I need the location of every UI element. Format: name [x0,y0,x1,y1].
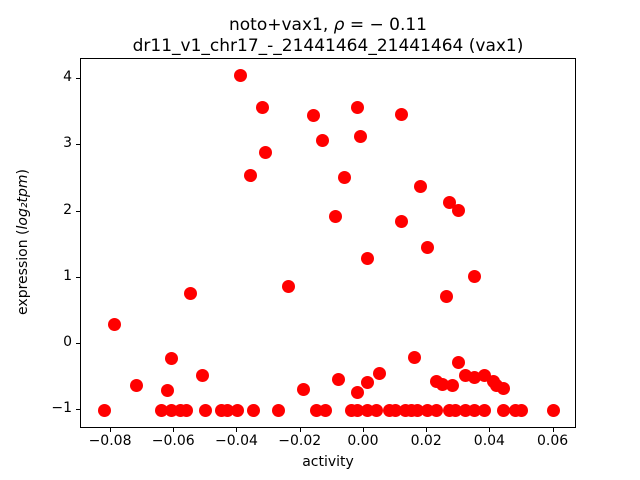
scatter-point [354,130,368,144]
scatter-point [98,403,112,417]
chart-title-line1: noto+vax1, ρ = − 0.11 [80,15,576,36]
scatter-point [259,145,273,159]
scatter-point [306,109,320,123]
x-tick-mark [489,427,491,432]
x-axis-label: activity [302,454,354,470]
x-tick-label: −0.06 [151,433,195,449]
scatter-point [338,170,352,184]
scatter-point [360,375,374,389]
y-tick-label: 3 [63,135,72,152]
scatter-point [430,403,444,417]
x-tick-mark [552,427,554,432]
scatter-point [234,69,248,83]
scatter-point [319,403,333,417]
chart-title: noto+vax1, ρ = − 0.11 dr11_v1_chr17_-_21… [80,15,576,57]
scatter-point [452,203,466,217]
scatter-point [351,385,365,399]
scatter-point [332,372,346,386]
scatter-point [408,351,421,365]
scatter-point [414,180,428,194]
scatter-point [477,403,491,417]
y-tick-label: −1 [51,400,72,417]
scatter-point [316,134,330,148]
scatter-point [164,352,178,366]
scatter-point [328,210,342,224]
x-tick-mark [299,427,301,432]
scatter-point [230,403,244,417]
plot-area [80,57,576,428]
scatter-point [256,101,270,115]
y-tick-mark [76,78,80,80]
y-tick-mark [76,210,80,212]
x-tick-mark [426,427,428,432]
scatter-point [496,381,510,395]
title-correlation-value: = − 0.11 [344,15,427,35]
x-tick-mark [173,427,175,432]
y-tick-mark [76,276,80,278]
scatter-point [246,403,260,417]
scatter-point [468,371,482,385]
y-axis-label: expression (log₂tpm) [15,169,31,315]
y-axis-label-close: ) [15,169,31,175]
scatter-point [281,279,295,293]
scatter-point [395,107,409,121]
scatter-point [445,378,459,392]
scatter-point [395,215,409,229]
y-tick-mark [76,144,80,146]
rho-symbol: ρ [333,15,345,35]
scatter-point [129,378,143,392]
x-tick-mark [236,427,238,432]
x-tick-label: 0.02 [410,433,442,449]
scatter-point [199,403,213,417]
y-tick-label: 4 [63,69,72,86]
scatter-point [180,403,194,417]
x-tick-mark [110,427,112,432]
x-tick-label: −0.02 [278,433,322,449]
scatter-point [183,287,197,301]
scatter-point [515,403,529,417]
scatter-point [468,270,482,284]
scatter-point [373,367,387,381]
x-tick-label: −0.04 [215,433,258,449]
scatter-point [297,382,311,396]
scatter-point [196,369,210,383]
scatter-point [351,100,365,114]
scatter-point [439,289,453,303]
y-tick-mark [76,409,80,411]
scatter-point [547,403,561,417]
chart-title-line2: dr11_v1_chr17_-_21441464_21441464 (vax1) [132,36,524,56]
x-tick-label: −0.08 [88,433,132,449]
scatter-point [243,168,257,182]
scatter-point [360,251,374,265]
title-prefix: noto+vax1, [228,15,334,35]
scatter-point [370,403,384,417]
scatter-point [496,403,510,417]
y-tick-label: 2 [63,201,72,218]
y-tick-label: 1 [63,267,72,284]
x-tick-mark [362,427,364,432]
y-tick-label: 0 [63,334,72,351]
scatter-point [161,383,175,397]
x-tick-label: 0.04 [473,433,505,449]
scatter-point [452,356,466,370]
scatter-point [107,317,121,331]
scatter-point [420,240,434,254]
y-tick-mark [76,343,80,345]
scatter-point [272,403,286,417]
x-tick-label: 0.06 [537,433,569,449]
x-tick-label: 0.00 [347,433,379,449]
